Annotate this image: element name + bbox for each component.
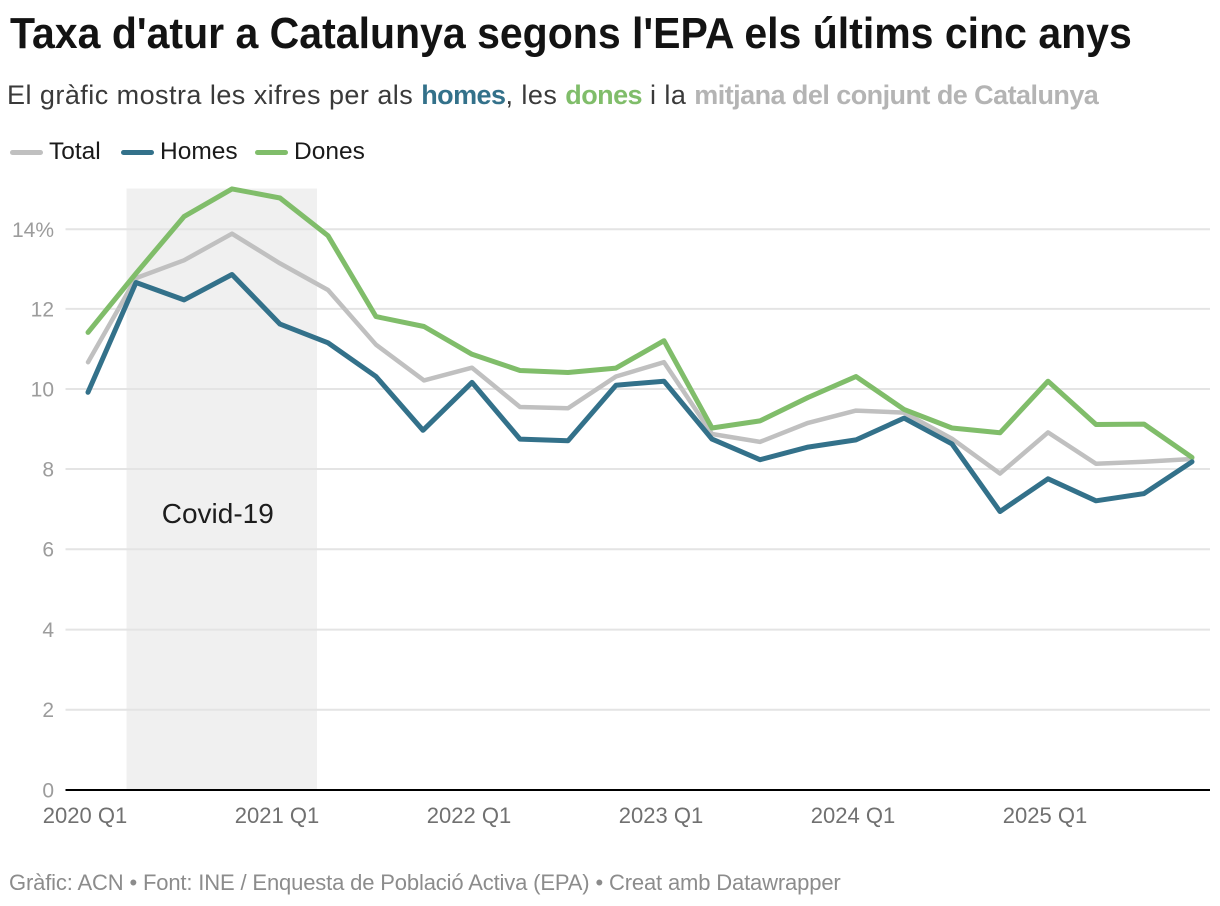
- svg-text:Covid-19: Covid-19: [162, 498, 274, 529]
- svg-text:4: 4: [42, 619, 54, 642]
- svg-text:2024 Q1: 2024 Q1: [811, 803, 895, 828]
- svg-text:2025 Q1: 2025 Q1: [1003, 803, 1087, 828]
- svg-text:2020 Q1: 2020 Q1: [43, 803, 127, 828]
- svg-text:2: 2: [42, 699, 54, 722]
- svg-text:6: 6: [42, 539, 54, 562]
- svg-text:2023 Q1: 2023 Q1: [619, 803, 703, 828]
- svg-text:10: 10: [31, 379, 54, 402]
- svg-text:12: 12: [31, 298, 54, 321]
- svg-text:0: 0: [42, 780, 54, 803]
- svg-text:2021 Q1: 2021 Q1: [235, 803, 319, 828]
- svg-text:8: 8: [42, 459, 54, 482]
- svg-text:14%: 14%: [12, 219, 54, 242]
- svg-text:2022 Q1: 2022 Q1: [427, 803, 511, 828]
